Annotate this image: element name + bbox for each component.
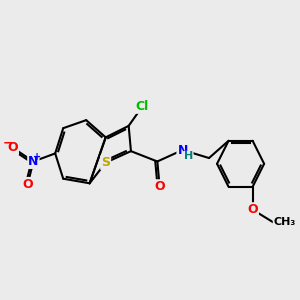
Text: O: O xyxy=(22,178,33,191)
Text: S: S xyxy=(101,156,110,169)
Text: O: O xyxy=(154,180,165,193)
Text: O: O xyxy=(247,203,258,216)
Text: +: + xyxy=(33,152,42,162)
Text: N: N xyxy=(177,143,188,157)
Text: N: N xyxy=(28,155,38,168)
Text: H: H xyxy=(184,152,193,161)
Text: CH₃: CH₃ xyxy=(273,217,296,227)
Text: O: O xyxy=(8,141,18,154)
Text: −: − xyxy=(2,136,13,149)
Text: Cl: Cl xyxy=(136,100,149,113)
